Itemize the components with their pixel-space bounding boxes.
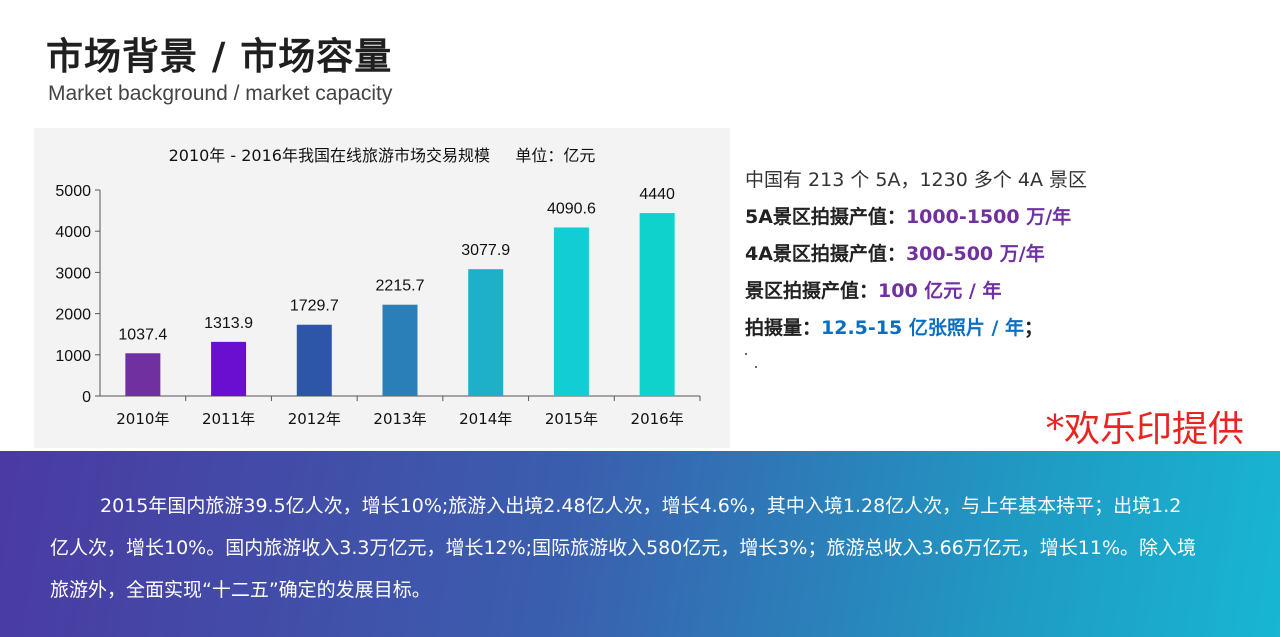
fact-label: 4A景区拍摄产值： [745,243,906,265]
data-label: 4090.6 [547,200,596,217]
x-tick-label: 2013年 [373,410,426,428]
x-tick-label: 2010年 [116,410,169,428]
data-label: 2215.7 [376,278,425,295]
data-label: 3077.9 [461,242,510,259]
fact-value: 300-500 万/年 [905,243,1045,265]
chart-panel: 2010年 - 2016年我国在线旅游市场交易规模 单位：亿元 0 1000 200… [34,128,730,448]
bar [211,341,247,396]
x-tick-label: 2011年 [202,410,255,428]
fact-label: 景区拍摄产值： [745,280,879,302]
x-tick-label: 2014年 [459,410,512,428]
data-label: 4440 [639,186,675,203]
y-tick-label: 2000 [55,307,91,324]
banner-text: 2015年国内旅游39.5亿人次，增长10%;旅游入出境2.48亿人次，增长4.… [50,495,1197,601]
bottom-banner: 2015年国内旅游39.5亿人次，增长10%;旅游入出境2.48亿人次，增长4.… [0,451,1280,637]
x-tick-label: 2015年 [545,410,598,428]
bar [468,269,504,396]
bar [125,353,161,396]
y-tick-label: 3000 [55,265,91,282]
fact-value: 100 亿元 / 年 [878,280,1002,302]
bar [296,324,332,396]
fact-lead: 中国有 213 个 5A，1230 多个 4A 景区 [745,169,1088,191]
y-tick-label: 1000 [55,348,91,365]
dot-mark [755,366,757,368]
fact-label: 5A景区拍摄产值： [745,206,906,228]
y-tick-label: 5000 [55,183,91,200]
y-tick-label: 4000 [55,224,91,241]
bar [553,227,589,396]
facts-panel: 中国有 213 个 5A，1230 多个 4A 景区 5A景区拍摄产值：1000… [745,162,1165,347]
x-tick-label: 2016年 [631,410,684,428]
fact-value: 1000-1500 万/年 [905,206,1072,228]
fact-row-5a: 5A景区拍摄产值：1000-1500 万/年 [745,199,1165,236]
data-label: 1037.4 [118,326,167,343]
page-subtitle: Market background / market capacity [48,82,393,105]
page-title: 市场背景 / 市场容量 [46,35,393,78]
bar [639,213,675,396]
credit-label: *欢乐印提供 [1046,409,1245,450]
bar [382,304,418,396]
fact-row-4a: 4A景区拍摄产值：300-500 万/年 [745,236,1165,273]
fact-value: 12.5-15 亿张照片 / 年 [821,317,1025,339]
chart-title: 2010年 - 2016年我国在线旅游市场交易规模 单位：亿元 [168,146,596,165]
fact-label: 拍摄量： [745,317,822,339]
bar-chart: 0 1000 2000 3000 4000 5000 1037.4 2010年 1313.9 20… [55,183,701,428]
data-label: 1729.7 [290,298,339,315]
fact-row-scenic: 景区拍摄产值：100 亿元 / 年 [745,273,1165,310]
x-tick-label: 2012年 [288,410,341,428]
fact-row-volume: 拍摄量：12.5-15 亿张照片 / 年； [745,310,1165,347]
dot-mark [745,353,747,355]
fact-suffix: ； [1024,317,1044,339]
y-tick-label: 0 [82,389,91,406]
data-label: 1313.9 [204,315,253,332]
